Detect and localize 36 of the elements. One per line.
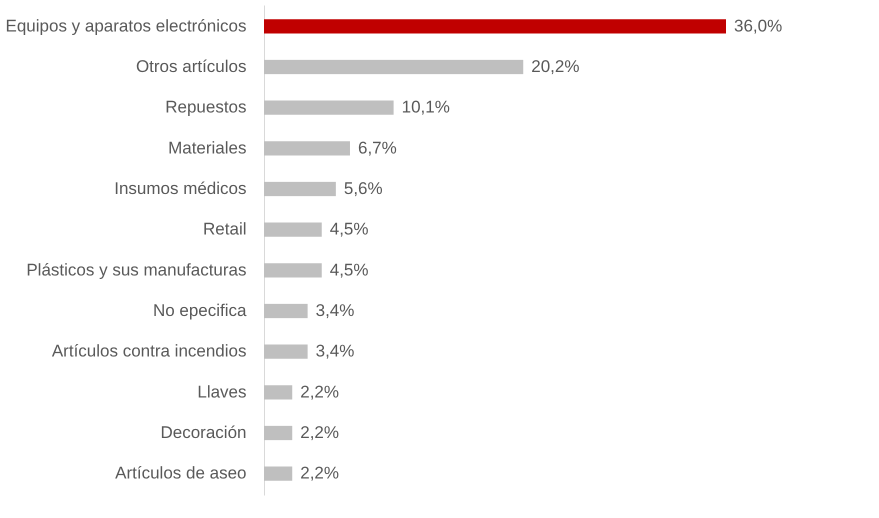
data-label: 2,2% — [300, 382, 339, 402]
data-label: 10,1% — [402, 98, 450, 117]
bar — [264, 19, 726, 34]
data-label: 3,4% — [316, 342, 354, 361]
y-tick-label: Decoración — [160, 422, 246, 442]
data-label: 2,2% — [300, 422, 339, 442]
bar — [264, 304, 308, 318]
data-label: 5,6% — [344, 179, 383, 198]
data-label: 4,5% — [330, 220, 368, 239]
y-tick-label: Retail — [203, 220, 246, 239]
y-tick-label: Plásticos y sus manufacturas — [26, 260, 246, 280]
bar — [264, 263, 322, 278]
y-tick-label: Insumos médicos — [114, 179, 246, 198]
bar — [264, 385, 292, 400]
y-tick-label: Repuestos — [165, 98, 246, 117]
data-label: 4,5% — [330, 260, 368, 280]
y-tick-label: Materiales — [168, 138, 246, 158]
y-tick-label: No epecifica — [152, 300, 248, 320]
bar — [264, 100, 394, 115]
data-label: 3,4% — [316, 300, 354, 320]
bar — [264, 222, 322, 237]
y-tick-label: Otros artículos — [136, 57, 246, 76]
data-label: 2,2% — [300, 464, 339, 483]
bar — [264, 426, 292, 440]
bar — [264, 141, 350, 156]
bar — [264, 466, 292, 481]
data-label: 36,0% — [734, 16, 782, 36]
bar — [264, 344, 308, 359]
bar — [264, 182, 336, 196]
data-label: 20,2% — [531, 57, 580, 76]
data-label: 6,7% — [358, 138, 397, 158]
y-tick-label: Equipos y aparatos electrónicos — [6, 16, 246, 36]
y-tick-label: Artículos contra incendios — [52, 342, 246, 361]
bar — [264, 60, 524, 74]
y-tick-label: Llaves — [197, 382, 246, 402]
y-tick-label: Artículos de aseo — [115, 464, 246, 483]
